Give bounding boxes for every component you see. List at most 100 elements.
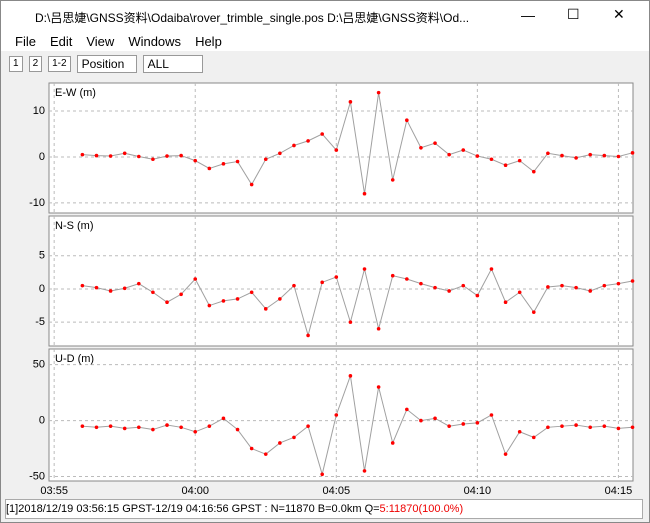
data-point xyxy=(80,424,85,428)
data-point xyxy=(235,427,240,432)
data-point xyxy=(531,169,536,174)
data-point xyxy=(616,281,621,286)
y-axis-label: E-W (m) xyxy=(55,87,96,99)
data-point xyxy=(320,132,324,136)
data-point xyxy=(108,154,113,158)
data-point xyxy=(165,154,169,158)
data-point xyxy=(531,435,536,440)
data-point xyxy=(546,285,550,289)
data-point xyxy=(193,277,198,281)
data-point xyxy=(433,141,437,145)
data-point xyxy=(179,292,183,297)
close[interactable]: ✕ xyxy=(613,6,625,22)
data-point xyxy=(447,289,451,293)
data-point xyxy=(278,297,282,301)
status-bar: [1]2018/12/19 03:56:15 GPST-12/19 04:16:… xyxy=(5,499,643,519)
data-point xyxy=(560,424,564,428)
data-point xyxy=(207,303,212,308)
data-point xyxy=(433,416,437,421)
data-point xyxy=(546,425,550,430)
data-point xyxy=(221,416,226,421)
menu-item[interactable]: Windows xyxy=(128,33,182,49)
data-point xyxy=(447,152,451,157)
menu-item[interactable]: File xyxy=(15,33,36,49)
data-point xyxy=(94,285,99,290)
x-tick-label: 03:55 xyxy=(40,485,68,497)
data-point xyxy=(489,267,494,271)
data-point xyxy=(376,385,381,389)
data-point xyxy=(588,425,593,430)
data-point xyxy=(546,151,550,156)
data-point xyxy=(419,145,423,150)
y-tick-label: -5 xyxy=(35,316,45,328)
data-point xyxy=(574,156,578,160)
toolbar-button[interactable]: 1-2 xyxy=(48,56,71,72)
data-point xyxy=(419,281,423,286)
y-tick-label: 50 xyxy=(33,359,45,371)
data-point xyxy=(630,425,635,430)
data-point xyxy=(193,429,198,434)
data-point xyxy=(390,178,395,182)
data-point xyxy=(249,182,254,187)
toolbar-button[interactable]: 1 xyxy=(9,56,23,72)
x-tick-label: 04:15 xyxy=(605,485,633,497)
data-point xyxy=(348,320,353,324)
data-point xyxy=(80,283,85,288)
menu-bar: File Edit View Windows Help xyxy=(1,31,649,51)
x-tick-label: 04:00 xyxy=(181,485,209,497)
data-point xyxy=(588,152,593,157)
data-point xyxy=(405,118,409,123)
data-point xyxy=(221,162,226,166)
y-tick-label: 5 xyxy=(39,250,45,262)
data-point xyxy=(574,285,578,290)
data-point xyxy=(588,289,593,293)
data-point xyxy=(489,157,494,162)
y-tick-label: 10 xyxy=(33,105,45,117)
data-point xyxy=(447,424,451,428)
plot-frame xyxy=(48,82,634,214)
data-point xyxy=(616,426,621,431)
menu-item[interactable]: View xyxy=(86,33,115,49)
data-point xyxy=(475,293,480,298)
y-tick-label: 0 xyxy=(39,283,45,295)
data-point xyxy=(221,299,226,303)
data-point xyxy=(574,423,578,427)
series-line xyxy=(82,92,633,194)
data-point xyxy=(362,469,367,473)
data-point xyxy=(151,157,155,162)
data-point xyxy=(560,283,564,288)
menu-item[interactable]: Help xyxy=(195,33,222,49)
minimize[interactable]: — xyxy=(521,7,535,23)
data-point xyxy=(94,425,99,430)
maximize[interactable]: ☐ xyxy=(567,6,580,22)
data-point xyxy=(249,446,254,451)
data-point xyxy=(165,423,169,427)
data-point xyxy=(475,421,480,425)
data-point xyxy=(405,277,409,281)
plot-frame xyxy=(48,215,634,347)
y-axis-label: U-D (m) xyxy=(55,353,94,365)
data-point xyxy=(517,158,522,163)
data-point xyxy=(179,425,183,430)
data-point xyxy=(80,152,85,157)
series-line xyxy=(82,267,633,338)
data-point xyxy=(108,289,113,293)
toolbar-button[interactable]: 2 xyxy=(28,56,43,72)
data-point xyxy=(616,154,621,159)
toolbar-select[interactable]: ALL xyxy=(142,55,203,73)
menu-item[interactable]: Edit xyxy=(49,33,73,49)
y-tick-label: -50 xyxy=(29,470,45,482)
data-point xyxy=(334,413,339,417)
data-point xyxy=(348,100,353,104)
toolbar-select[interactable]: Position xyxy=(76,55,137,73)
title-bar: D:\吕思婕\GNSS资料\Odaiba\rover_trimble_singl… xyxy=(1,1,649,31)
data-point xyxy=(137,425,141,430)
data-point xyxy=(165,300,169,305)
data-point xyxy=(602,153,607,158)
data-point xyxy=(94,153,99,158)
y-tick-label: 0 xyxy=(39,414,45,426)
data-point xyxy=(292,435,296,440)
data-point xyxy=(475,154,480,158)
status-text: [1]2018/12/19 03:56:15 GPST-12/19 04:16:… xyxy=(6,503,380,515)
